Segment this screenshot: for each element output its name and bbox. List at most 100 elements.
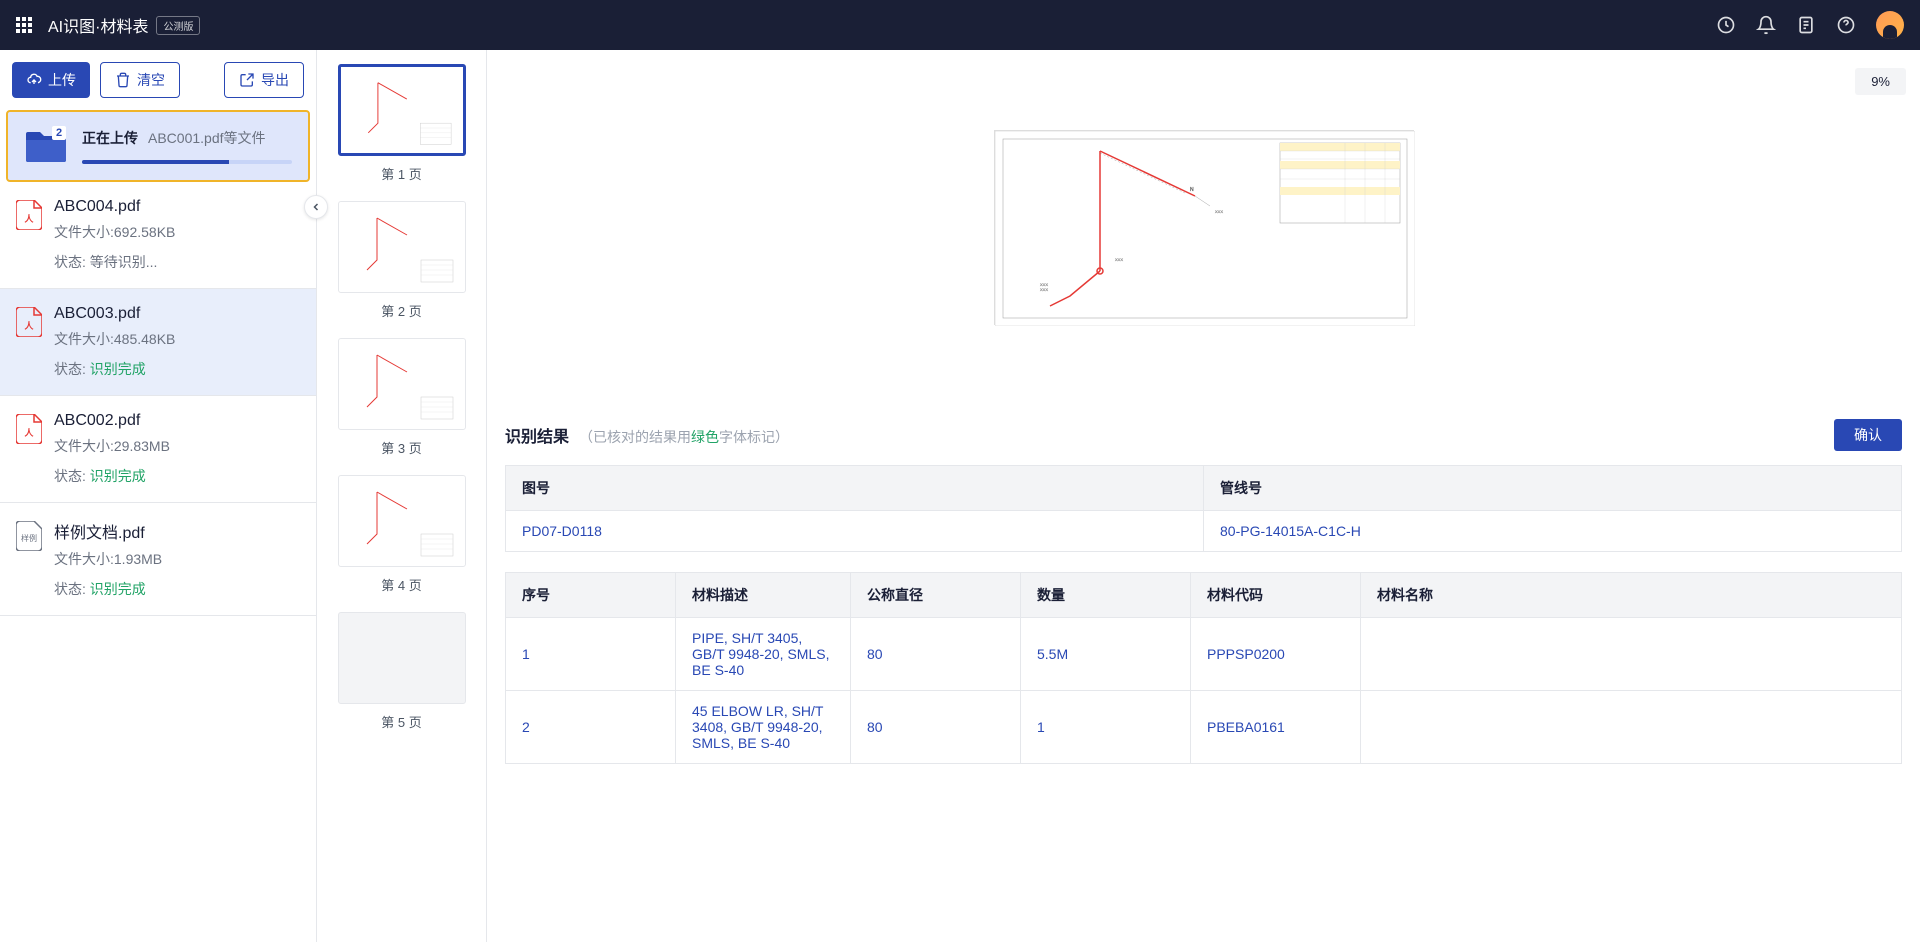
upload-status-label: 正在上传: [82, 128, 138, 148]
cell-qty[interactable]: 1: [1021, 691, 1191, 764]
info-value-line[interactable]: 80-PG-14015A-C1C-H: [1204, 511, 1901, 551]
thumbnail-box[interactable]: [338, 64, 466, 156]
svg-text:人: 人: [23, 427, 34, 438]
thumbnails-panel: 第 1 页 第 2 页 第 3 页 第 4 页: [317, 50, 487, 942]
col-header-desc: 材料描述: [676, 573, 851, 618]
results-area: 识别结果 （已核对的结果用绿色字体标记） 确认 图号 管线号 PD07-D011…: [487, 405, 1920, 942]
content-area: 9% N: [487, 50, 1920, 942]
results-header: 识别结果 （已核对的结果用绿色字体标记） 确认: [505, 405, 1902, 465]
pdf-file-icon: 样例: [16, 521, 42, 551]
thumbnail-box[interactable]: [338, 475, 466, 567]
export-icon: [239, 72, 255, 88]
help-icon[interactable]: [1836, 15, 1856, 35]
thumbnail-label: 第 2 页: [331, 301, 472, 320]
svg-text:XXX: XXX: [1040, 287, 1048, 292]
results-subtitle: （已核对的结果用绿色字体标记）: [579, 427, 789, 447]
file-item[interactable]: 样例 样例文档.pdf 文件大小:1.93MB 状态: 识别完成: [0, 503, 316, 616]
file-name: 样例文档.pdf: [54, 519, 300, 543]
table-row[interactable]: 2 45 ELBOW LR, SH/T 3408, GB/T 9948-20, …: [506, 691, 1902, 764]
history-icon[interactable]: [1716, 15, 1736, 35]
pdf-file-icon: 人: [16, 307, 42, 337]
thumbnail-box[interactable]: [338, 612, 466, 704]
cell-code[interactable]: PBEBA0161: [1191, 691, 1361, 764]
info-table: 图号 管线号 PD07-D0118 80-PG-14015A-C1C-H: [505, 465, 1902, 552]
file-details: ABC004.pdf 文件大小:692.58KB 状态: 等待识别...: [54, 198, 300, 272]
svg-text:N: N: [1190, 187, 1194, 193]
svg-text:XXX: XXX: [1115, 257, 1123, 262]
cell-name[interactable]: [1361, 618, 1902, 691]
app-header: AI识图·材料表 公测版: [0, 0, 1920, 50]
notes-icon[interactable]: [1796, 15, 1816, 35]
file-details: 样例文档.pdf 文件大小:1.93MB 状态: 识别完成: [54, 519, 300, 599]
file-status: 状态: 识别完成: [54, 579, 300, 599]
info-header-line: 管线号: [1204, 466, 1901, 510]
thumbnail-item: 第 5 页: [331, 612, 472, 731]
user-avatar[interactable]: [1876, 11, 1904, 39]
results-title: 识别结果: [505, 423, 569, 447]
zoom-indicator: 9%: [1855, 68, 1906, 95]
pdf-file-icon: 人: [16, 200, 42, 230]
file-item[interactable]: 人 ABC004.pdf 文件大小:692.58KB 状态: 等待识别...: [0, 182, 316, 289]
upload-label: 上传: [48, 70, 76, 90]
trash-icon: [115, 72, 131, 88]
cloud-upload-icon: [26, 72, 42, 88]
thumbnail-box[interactable]: [338, 201, 466, 293]
collapse-sidebar-button[interactable]: [304, 195, 328, 219]
thumbnail-label: 第 4 页: [331, 575, 472, 594]
file-name: ABC004.pdf: [54, 198, 300, 216]
cell-code[interactable]: PPPSP0200: [1191, 618, 1361, 691]
col-header-name: 材料名称: [1361, 573, 1902, 618]
svg-text:人: 人: [23, 320, 34, 331]
thumbnail-item: 第 3 页: [331, 338, 472, 457]
header-left: AI识图·材料表 公测版: [16, 13, 200, 37]
app-title: AI识图·材料表: [48, 13, 148, 37]
cell-desc[interactable]: 45 ELBOW LR, SH/T 3408, GB/T 9948-20, SM…: [676, 691, 851, 764]
svg-text:人: 人: [23, 213, 34, 224]
cell-qty[interactable]: 5.5M: [1021, 618, 1191, 691]
thumbnail-label: 第 3 页: [331, 438, 472, 457]
thumbnail-item: 第 2 页: [331, 201, 472, 320]
file-details: ABC003.pdf 文件大小:485.48KB 状态: 识别完成: [54, 305, 300, 379]
preview-area[interactable]: 9% N: [487, 50, 1920, 405]
export-button[interactable]: 导出: [224, 62, 304, 98]
cell-diameter[interactable]: 80: [851, 691, 1021, 764]
thumbnail-item: 第 4 页: [331, 475, 472, 594]
drawing-preview: N X: [994, 130, 1414, 325]
info-value-drawing[interactable]: PD07-D0118: [506, 511, 1204, 551]
cell-seq[interactable]: 2: [506, 691, 676, 764]
clear-button[interactable]: 清空: [100, 62, 180, 98]
thumbnail-label: 第 1 页: [331, 164, 472, 183]
file-name: ABC002.pdf: [54, 412, 300, 430]
svg-text:XXX: XXX: [1215, 209, 1223, 214]
file-list: 人 ABC004.pdf 文件大小:692.58KB 状态: 等待识别... 人…: [0, 182, 316, 942]
file-status: 状态: 识别完成: [54, 359, 300, 379]
file-size: 文件大小:692.58KB: [54, 222, 300, 242]
thumbnail-label: 第 5 页: [331, 712, 472, 731]
thumbnail-box[interactable]: [338, 338, 466, 430]
folder-icon: 2: [24, 128, 68, 164]
col-header-code: 材料代码: [1191, 573, 1361, 618]
upload-progress-fill: [82, 160, 229, 164]
apps-grid-icon[interactable]: [16, 17, 32, 33]
file-item[interactable]: 人 ABC002.pdf 文件大小:29.83MB 状态: 识别完成: [0, 396, 316, 503]
beta-badge: 公测版: [156, 16, 200, 35]
bell-icon[interactable]: [1756, 15, 1776, 35]
file-size: 文件大小:485.48KB: [54, 329, 300, 349]
col-header-seq: 序号: [506, 573, 676, 618]
cell-name[interactable]: [1361, 691, 1902, 764]
file-item[interactable]: 人 ABC003.pdf 文件大小:485.48KB 状态: 识别完成: [0, 289, 316, 396]
cell-desc[interactable]: PIPE, SH/T 3405, GB/T 9948-20, SMLS, BE …: [676, 618, 851, 691]
clear-label: 清空: [137, 70, 165, 90]
file-details: ABC002.pdf 文件大小:29.83MB 状态: 识别完成: [54, 412, 300, 486]
materials-table: 序号 材料描述 公称直径 数量 材料代码 材料名称 1 PIPE, SH/T 3…: [505, 572, 1902, 764]
sidebar: 上传 清空 导出 2 正在上传 ABC001.pdf等文件: [0, 50, 317, 942]
cell-seq[interactable]: 1: [506, 618, 676, 691]
cell-diameter[interactable]: 80: [851, 618, 1021, 691]
col-header-qty: 数量: [1021, 573, 1191, 618]
upload-button[interactable]: 上传: [12, 62, 90, 98]
file-status: 状态: 识别完成: [54, 466, 300, 486]
upload-files-text: ABC001.pdf等文件: [148, 128, 266, 148]
confirm-button[interactable]: 确认: [1834, 419, 1902, 451]
table-row[interactable]: 1 PIPE, SH/T 3405, GB/T 9948-20, SMLS, B…: [506, 618, 1902, 691]
pdf-file-icon: 人: [16, 414, 42, 444]
